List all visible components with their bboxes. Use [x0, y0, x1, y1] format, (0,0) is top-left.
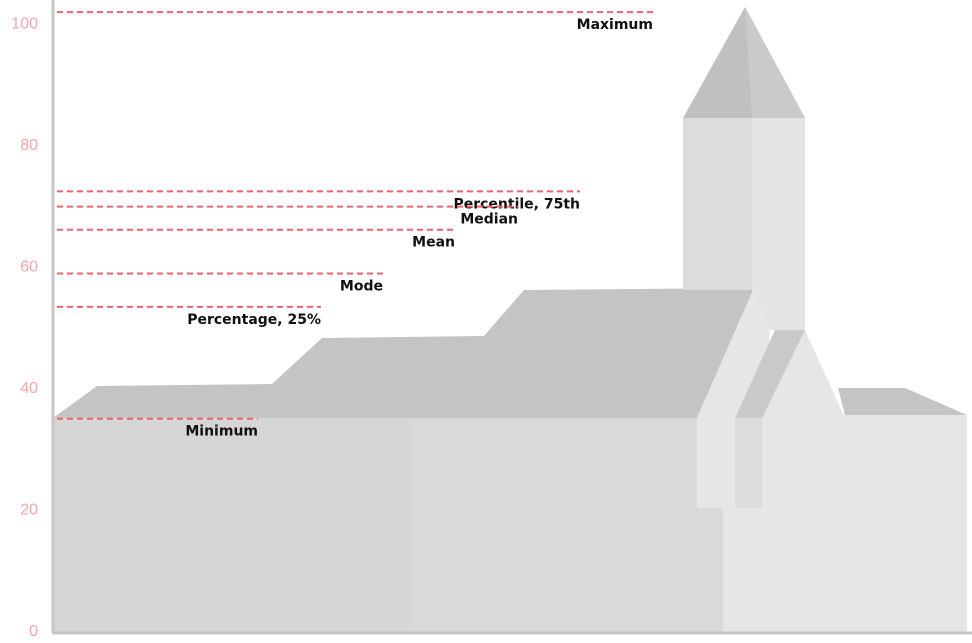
y-tick-label: 40	[20, 380, 38, 397]
reference-label: Mean	[412, 235, 455, 251]
y-tick-label: 0	[29, 623, 38, 640]
reference-label: Percentage, 25%	[187, 312, 321, 328]
church-illustration	[53, 7, 967, 632]
reference-label: Minimum	[185, 424, 258, 440]
y-tick-label: 20	[20, 502, 38, 519]
reference-label: Percentile, 75th	[453, 196, 580, 212]
y-tick-label: 100	[11, 16, 38, 33]
reference-label: Mode	[340, 278, 383, 294]
y-tick-label: 60	[20, 259, 38, 276]
reference-label: Median	[460, 212, 518, 228]
y-tick-label: 80	[20, 137, 38, 154]
reference-label: Maximum	[577, 17, 653, 33]
